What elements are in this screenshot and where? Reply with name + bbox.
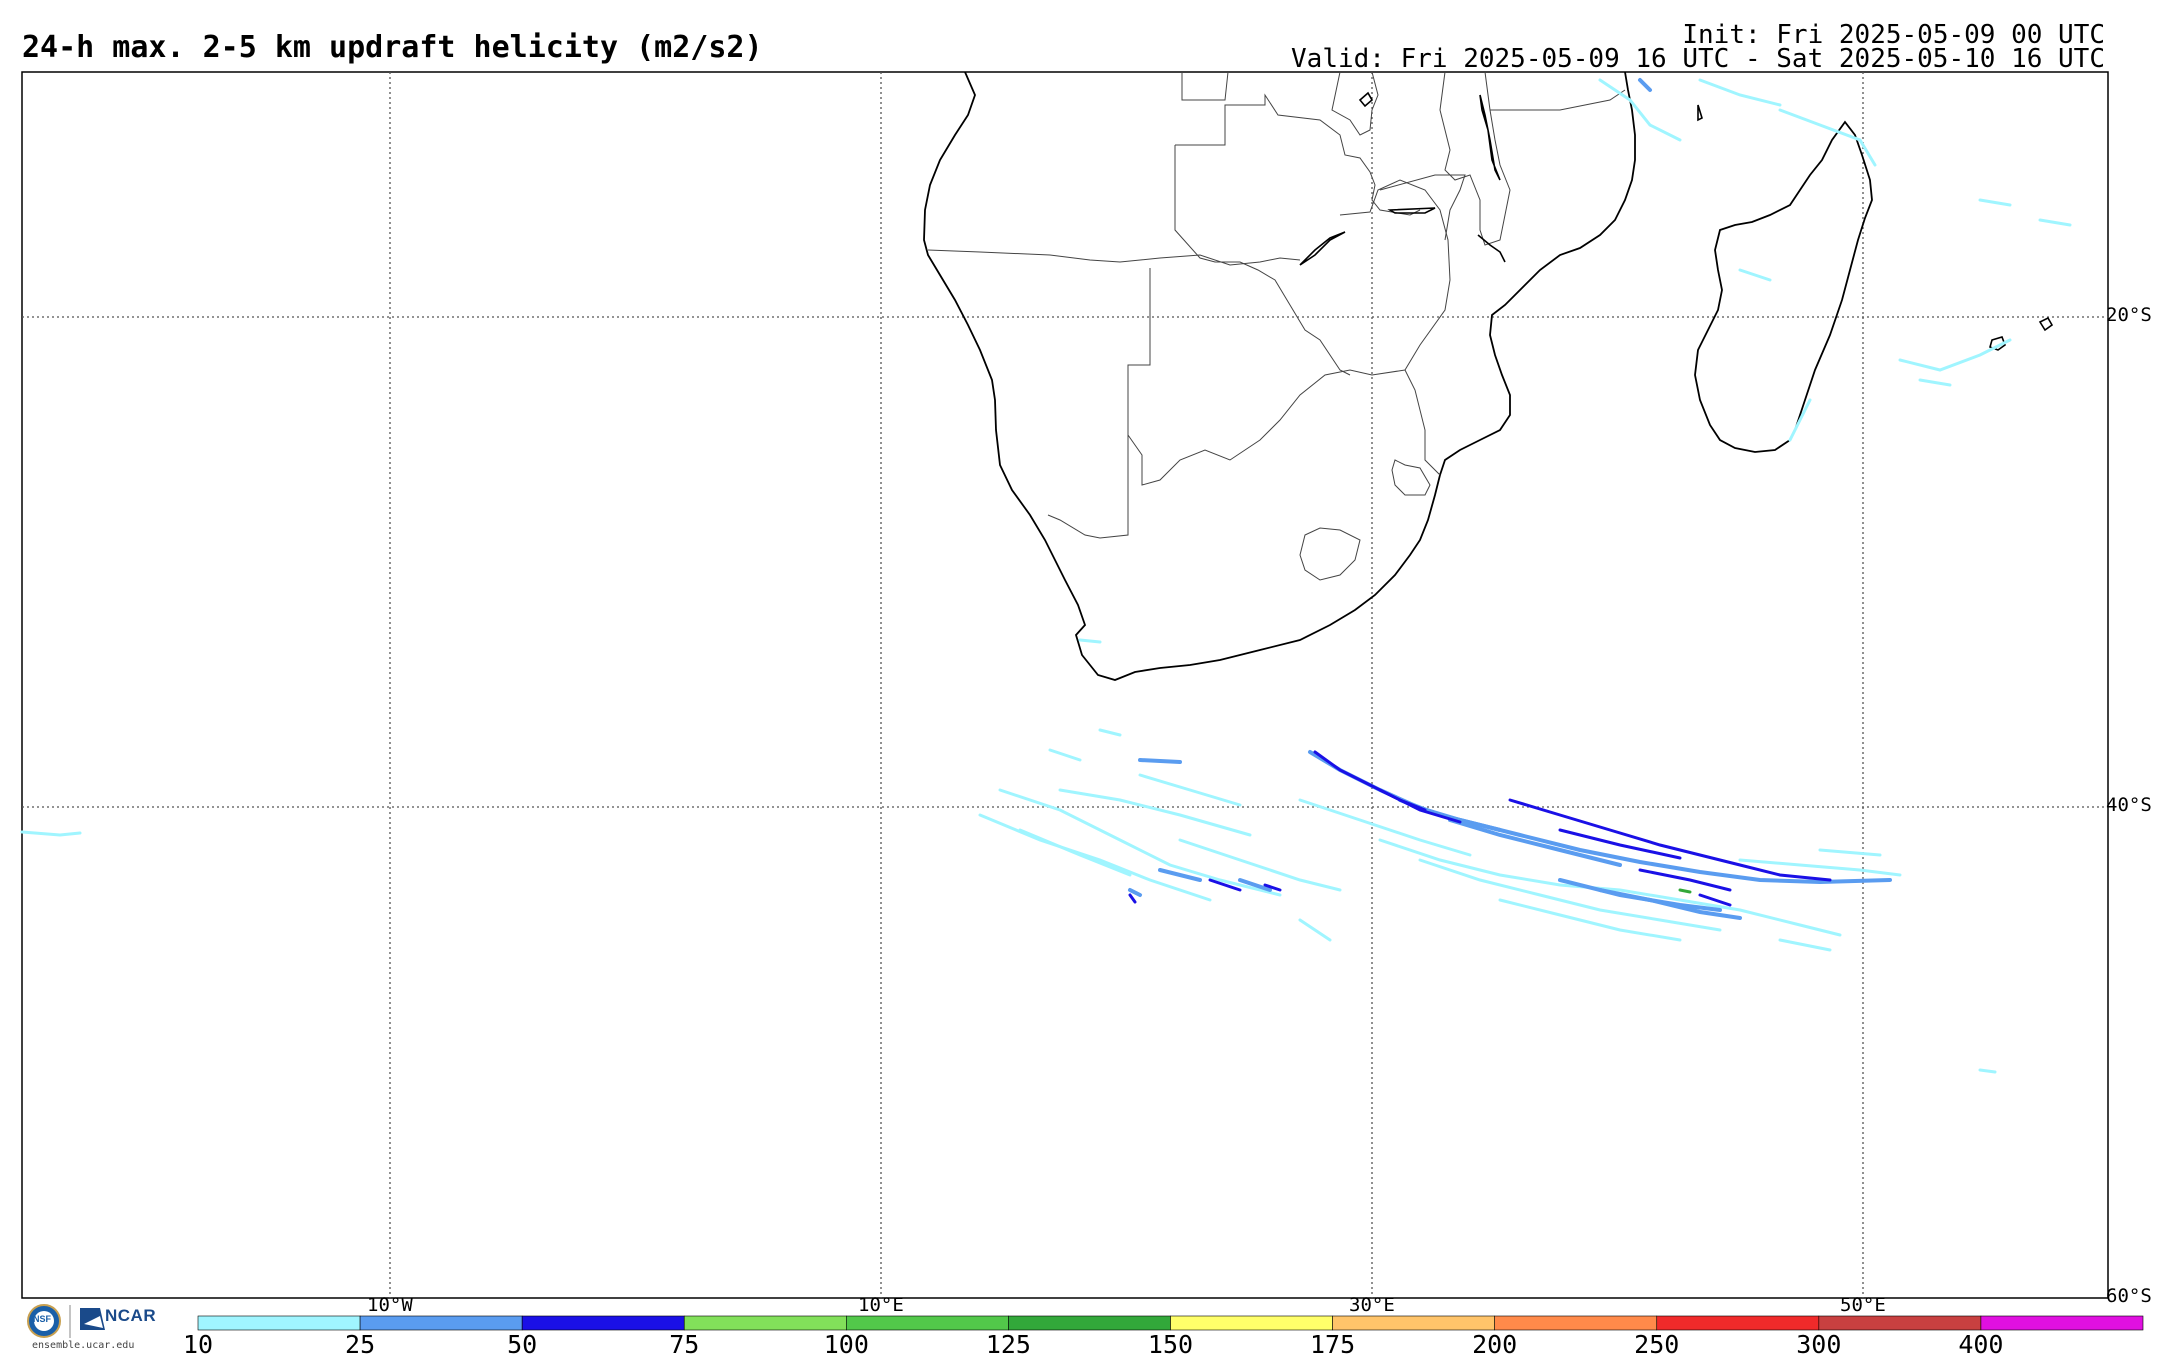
- colorbar-swatch-8: [1494, 1315, 1658, 1331]
- lat-label-40s: 40°S: [2106, 794, 2152, 816]
- colorbar-label-5: 125: [985, 1330, 1031, 1359]
- colorbar-swatch-1: [359, 1315, 523, 1331]
- colorbar-swatch-4: [846, 1315, 1009, 1331]
- colorbar-label-11: 400: [1958, 1330, 2004, 1359]
- colorbar-label-1: 25: [345, 1330, 376, 1359]
- helicity-swaths: [20, 78, 2072, 1074]
- colorbar-swatch-3: [683, 1315, 847, 1331]
- lat-label-20s: 20°S: [2106, 304, 2152, 326]
- colorbar-label-6: 150: [1147, 1330, 1194, 1359]
- madagascar-coastline: [1694, 120, 1873, 453]
- ncar-logo: [80, 1308, 105, 1330]
- colorbar-label-10: 300: [1796, 1330, 1842, 1359]
- colorbar-label-0: 10: [182, 1330, 214, 1359]
- country-borders: [927, 71, 1626, 581]
- nsf-logo: [27, 1304, 61, 1338]
- colorbar-swatch-7: [1332, 1315, 1495, 1331]
- colorbar-swatch-11: [1980, 1315, 2144, 1331]
- small-islands: [1697, 104, 2054, 351]
- nsf-wordmark: NSF: [33, 1314, 51, 1324]
- colorbar: [197, 1315, 2144, 1331]
- colorbar-label-2: 50: [507, 1330, 538, 1359]
- colorbar-swatch-6: [1170, 1315, 1333, 1331]
- lon-label-30e: 30°E: [1349, 1294, 1395, 1316]
- colorbar-label-8: 200: [1472, 1330, 1518, 1359]
- colorbar-swatch-2: [521, 1315, 685, 1331]
- colorbar-swatch-10: [1818, 1315, 1982, 1331]
- colorbar-swatch-9: [1656, 1315, 1820, 1331]
- init-time: Init: Fri 2025-05-09 00 UTC: [1682, 20, 2105, 50]
- map-frame: [21, 71, 2109, 1299]
- lat-label-60s: 60°S: [2106, 1285, 2152, 1307]
- lon-label-10e: 10°E: [858, 1294, 904, 1316]
- map-title: 24-h max. 2-5 km updraft helicity (m2/s2…: [22, 30, 763, 65]
- lon-label-50e: 50°E: [1840, 1294, 1886, 1316]
- colorbar-swatch-5: [1008, 1315, 1171, 1331]
- colorbar-swatch-0: [197, 1315, 361, 1331]
- graticule: [22, 72, 2108, 1298]
- africa-coastline: [923, 71, 1636, 681]
- lakes: [1299, 91, 1506, 266]
- colorbar-label-9: 250: [1634, 1330, 1680, 1359]
- valid-time: Valid: Fri 2025-05-09 16 UTC - Sat 2025-…: [1291, 44, 2105, 74]
- site-url: ensemble.ucar.edu: [32, 1340, 135, 1351]
- colorbar-label-4: 100: [823, 1330, 869, 1359]
- lon-label-10w: 10°W: [367, 1294, 413, 1316]
- colorbar-label-7: 175: [1310, 1330, 1356, 1359]
- ncar-wordmark: NCAR: [105, 1306, 157, 1325]
- colorbar-label-3: 75: [669, 1330, 700, 1359]
